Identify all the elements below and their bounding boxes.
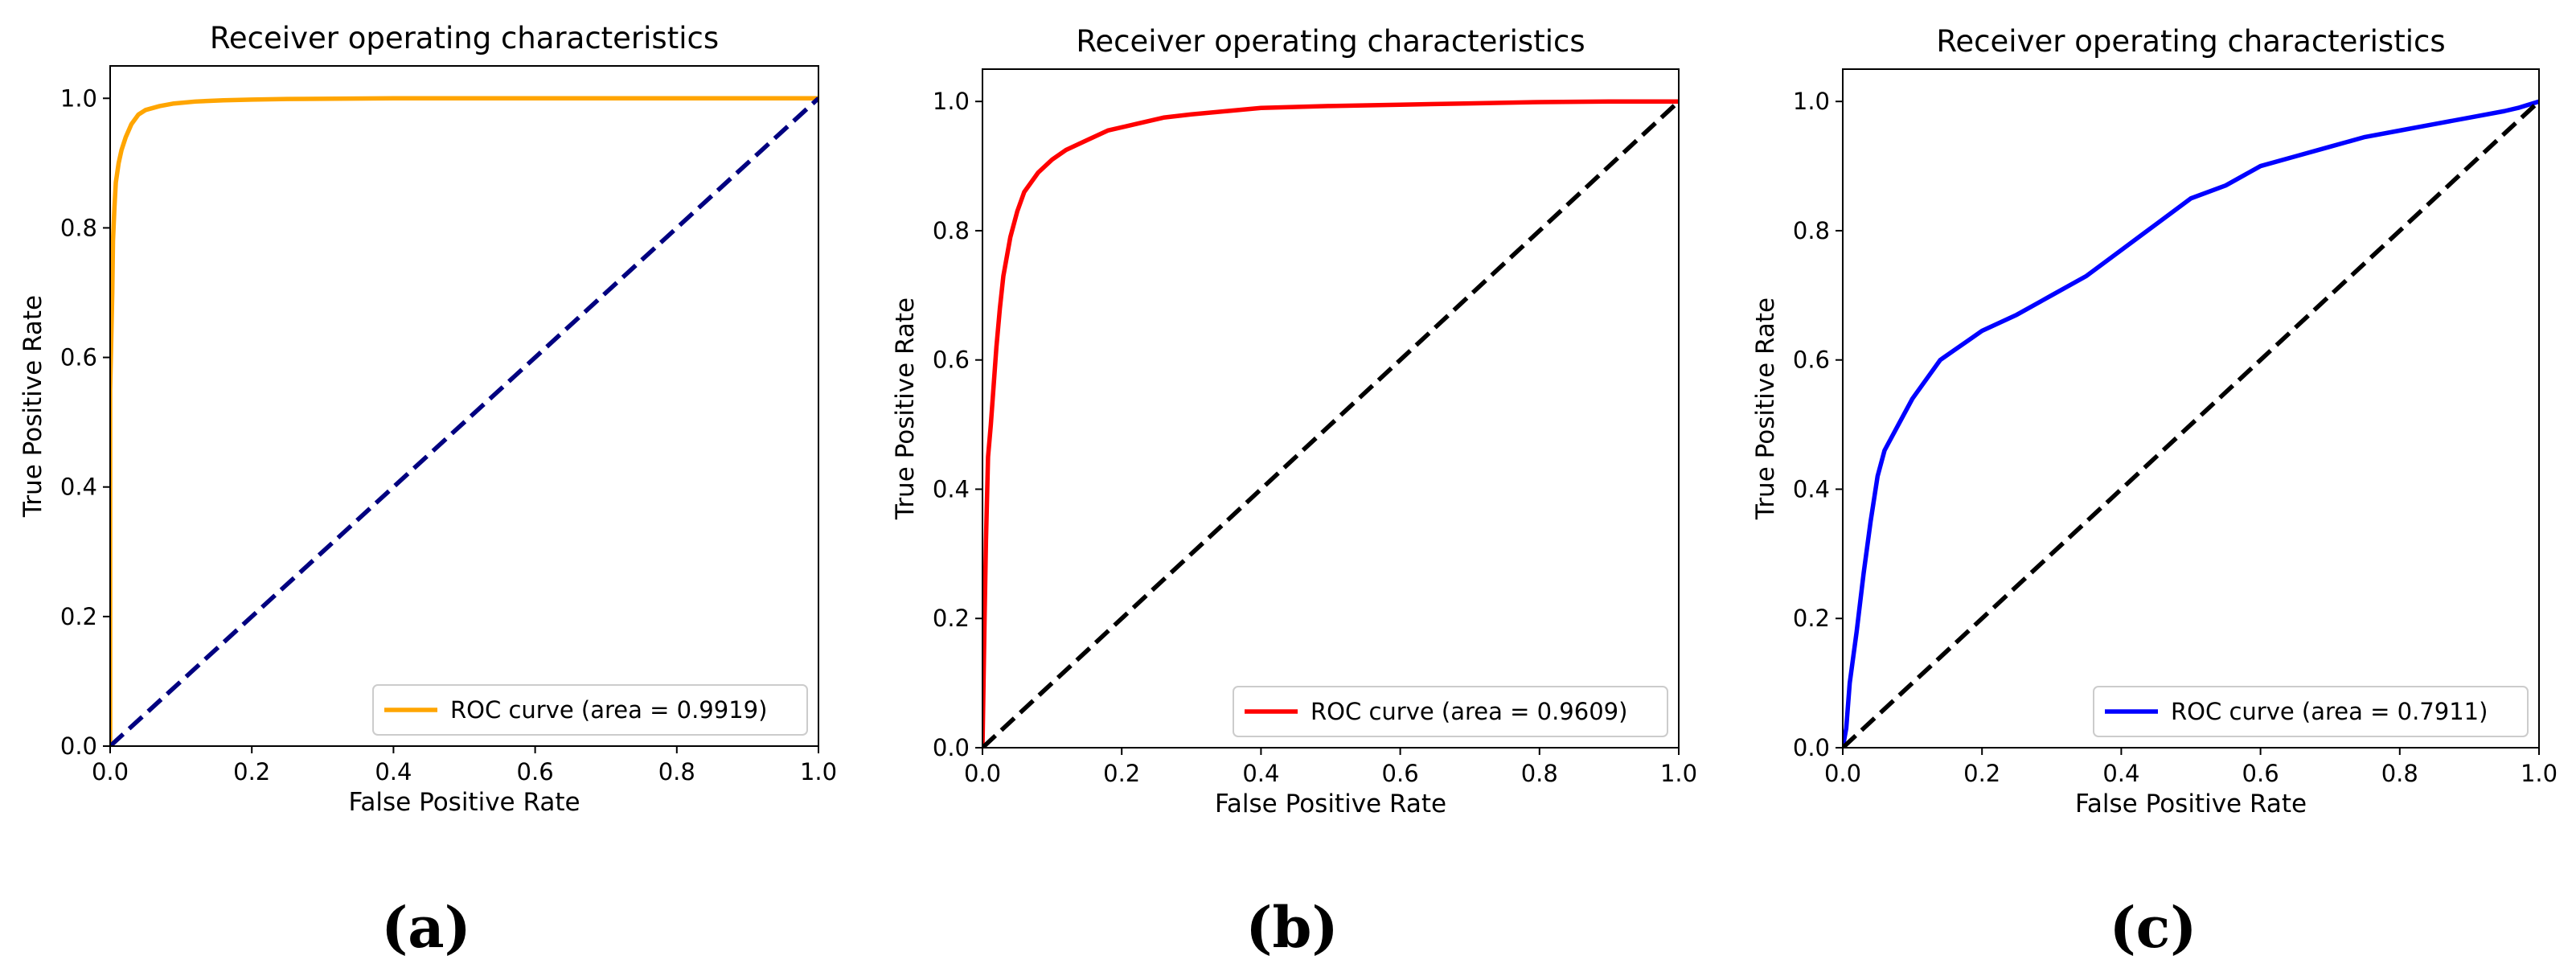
legend: ROC curve (area = 0.9919) (372, 684, 808, 736)
x-tick-label: 0.8 (1521, 760, 1558, 787)
y-tick-label: 0.0 (933, 734, 970, 761)
x-axis-label: False Positive Rate (1215, 790, 1446, 818)
x-tick-label: 1.0 (800, 758, 837, 785)
x-tick-label: 0.2 (1103, 760, 1140, 787)
y-axis-label: True Positive Rate (891, 297, 920, 520)
y-tick-label: 0.4 (60, 474, 97, 501)
legend-box (1233, 686, 1668, 737)
y-tick-label: 0.0 (1793, 734, 1830, 761)
y-tick-label: 0.2 (60, 603, 97, 630)
y-tick-label: 0.8 (60, 214, 97, 241)
x-axis-label: False Positive Rate (348, 788, 580, 817)
chart-panel-1: Receiver operating characteristics 0.0 0.2… (18, 21, 837, 961)
y-tick-label: 1.0 (1793, 88, 1830, 115)
roc-curve-line (110, 96, 818, 746)
x-tick-label: 0.4 (375, 758, 412, 785)
x-tick-label: 0.0 (1824, 760, 1861, 787)
chart-title: Receiver operating characteristics (210, 21, 719, 55)
y-tick-label: 0.6 (60, 344, 97, 371)
x-tick-label: 1.0 (1660, 760, 1697, 787)
y-tick-label: 0.6 (1793, 347, 1830, 374)
x-axis-label: False Positive Rate (2075, 790, 2307, 818)
y-tick-label: 1.0 (933, 88, 970, 115)
y-tick-label: 0.6 (933, 347, 970, 374)
chart-title: Receiver operating characteristics (1076, 24, 1585, 59)
x-tick-label: 0.2 (233, 758, 270, 785)
legend-label: ROC curve (area = 0.9919) (450, 696, 767, 724)
x-tick-label: 0.8 (658, 758, 695, 785)
x-tick-label: 1.0 (2521, 760, 2558, 787)
legend: ROC curve (area = 0.9609) (1233, 686, 1668, 737)
legend-label: ROC curve (area = 0.7911) (2171, 698, 2488, 725)
x-tick-label: 0.4 (1242, 760, 1279, 787)
panel-label: (b) (1245, 894, 1338, 961)
chart-title: Receiver operating characteristics (1936, 24, 2445, 59)
x-tick-label: 0.4 (2102, 760, 2139, 787)
chart-panel-2: Receiver operating characteristics 0.0 0.2… (891, 24, 1697, 961)
y-tick-label: 0.2 (1793, 605, 1830, 632)
x-tick-label: 0.0 (92, 758, 129, 785)
chance-diagonal-line (1843, 100, 2539, 748)
y-tick-label: 0.2 (933, 605, 970, 632)
legend-label: ROC curve (area = 0.9609) (1311, 698, 1627, 725)
x-tick-label: 0.0 (964, 760, 1001, 787)
y-tick-label: 0.8 (933, 217, 970, 244)
plot-frame (109, 65, 819, 747)
chance-diagonal-line (982, 100, 1679, 748)
y-tick-label: 0.4 (1793, 475, 1830, 502)
y-axis-label: True Positive Rate (18, 295, 47, 518)
x-tick-label: 0.6 (517, 758, 554, 785)
y-tick-label: 0.8 (1793, 217, 1830, 244)
x-tick-label: 0.6 (2242, 760, 2279, 787)
plot-frame (982, 68, 1680, 749)
legend-box (372, 684, 808, 736)
legend: ROC curve (area = 0.7911) (2093, 686, 2529, 737)
y-axis-label: True Positive Rate (1751, 297, 1780, 520)
x-tick-label: 0.6 (1382, 760, 1419, 787)
panel-label: (c) (2110, 894, 2197, 961)
y-tick-label: 1.0 (60, 84, 97, 112)
chance-diagonal-line (110, 96, 818, 746)
legend-box (2093, 686, 2529, 737)
y-tick-label: 0.4 (933, 475, 970, 502)
roc-curve-line (1843, 99, 2539, 748)
panel-label: (a) (381, 894, 471, 961)
chart-panel-3: Receiver operating characteristics 0.0 0.2… (1751, 24, 2558, 961)
y-tick-label: 0.0 (60, 732, 97, 760)
x-tick-label: 0.8 (2381, 760, 2418, 787)
roc-curve-line (982, 99, 1679, 748)
x-tick-label: 0.2 (1963, 760, 2000, 787)
plot-frame (1842, 68, 2540, 749)
